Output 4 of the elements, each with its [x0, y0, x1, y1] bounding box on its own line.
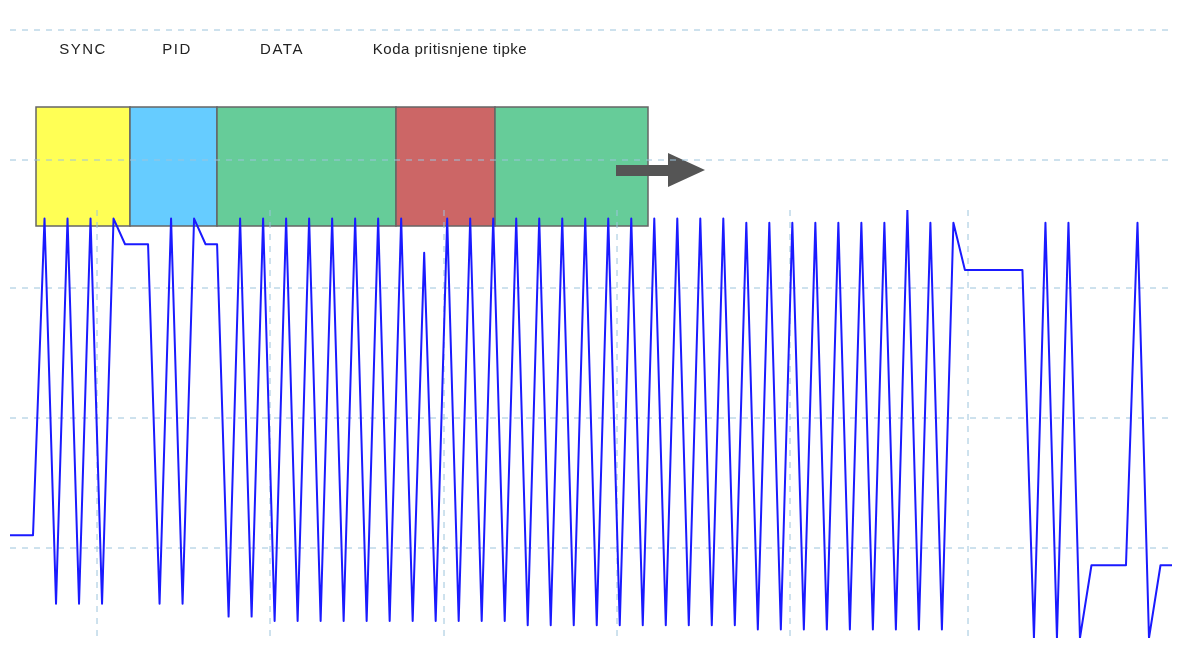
text: Koda pritisnjene tipke — [372, 40, 528, 57]
text: SYNC — [59, 40, 107, 57]
text: DATA — [260, 40, 304, 57]
text: PID — [162, 40, 192, 57]
